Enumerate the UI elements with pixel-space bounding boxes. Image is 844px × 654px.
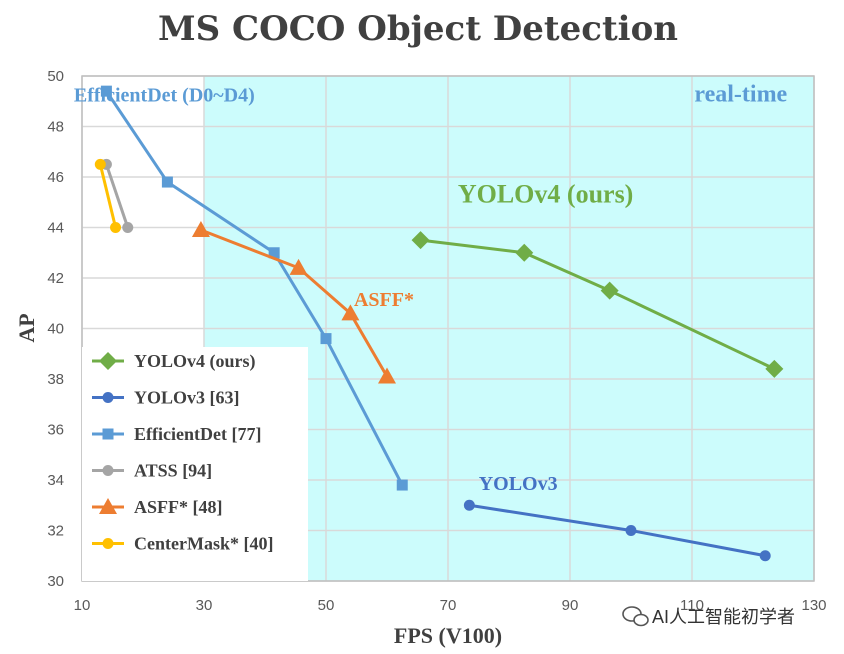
series-line [98,164,118,228]
plot-frame [81,75,815,582]
chart-title: MS COCO Object Detection [158,9,678,49]
chart-annotation: EfficientDet (D0~D4) [74,84,255,106]
legend-item: YOLOv3 [63] [92,388,240,408]
legend-item: YOLOv4 (ours) [92,351,256,372]
y-tick-label: 32 [47,523,64,540]
chart-annotation: ASFF* [354,289,414,311]
legend-marker [99,498,117,514]
legend-marker [102,392,114,403]
data-point [122,222,134,233]
legend-item: ATSS [94] [92,461,212,481]
legend-item: CenterMask* [40] [92,534,273,554]
y-axis-title: AP [14,313,39,342]
data-point [100,85,112,97]
series-4 [191,221,396,384]
chart-annotation: YOLOv4 (ours) [458,179,634,208]
series-line [420,238,775,371]
data-point [320,333,332,345]
x-axis-title: FPS (V100) [394,623,502,648]
y-tick-label: 40 [47,321,64,338]
y-tick-label: 44 [47,220,64,237]
series-line [104,163,130,228]
data-point [289,258,308,275]
legend-label: ASFF* [48] [134,497,223,517]
x-tick-label: 30 [196,597,213,614]
y-tick-label: 42 [47,270,64,287]
y-tick-label: 50 [47,68,64,85]
x-tick-label: 130 [801,597,826,614]
data-point [94,158,106,170]
legend-item: ASFF* [48] [92,497,223,517]
y-tick-label: 48 [47,119,64,136]
data-point [765,359,784,378]
legend-marker [99,352,117,370]
legend-marker [102,465,114,476]
series-1 [463,499,771,562]
data-point [411,231,430,250]
data-point [161,176,173,188]
data-point [515,243,534,262]
x-tick-label: 70 [440,597,457,614]
legend-label: ATSS [94] [134,461,212,481]
chart-annotation: YOLOv3 [479,473,558,495]
y-tick-label: 30 [47,573,64,590]
x-tick-label: 10 [74,597,91,614]
watermark-text: AI人工智能初学者 [652,607,795,627]
legend-marker [102,428,114,440]
data-point [110,222,122,233]
series-line [200,228,389,378]
legend-label: YOLOv3 [63] [134,388,240,408]
data-point [191,221,210,238]
y-tick-label: 36 [47,422,64,439]
legend-marker [102,538,114,549]
series-0 [411,231,784,378]
chart-annotation: real-time [694,81,787,107]
data-point [625,525,637,536]
wechat-icon [622,606,649,627]
legend-label: YOLOv4 (ours) [134,351,256,372]
watermark: AI人工智能初学者 [622,606,795,627]
y-tick-label: 34 [47,472,64,489]
data-point [341,304,360,321]
x-tick-label: 110 [680,597,704,614]
data-point [378,367,396,384]
data-point [759,550,771,562]
data-point [396,479,408,491]
x-tick-label: 90 [562,597,579,614]
legend-label: CenterMask* [40] [134,534,273,554]
legend-item: EfficientDet [77] [92,424,261,444]
y-tick-label: 46 [47,169,64,186]
legend-label: EfficientDet [77] [134,424,261,444]
x-tick-label: 50 [318,597,335,614]
series-2 [100,85,408,491]
data-point [600,281,619,300]
y-tick-label: 38 [47,371,64,388]
data-point [463,499,475,511]
series-5 [94,158,122,233]
data-point [268,247,280,259]
